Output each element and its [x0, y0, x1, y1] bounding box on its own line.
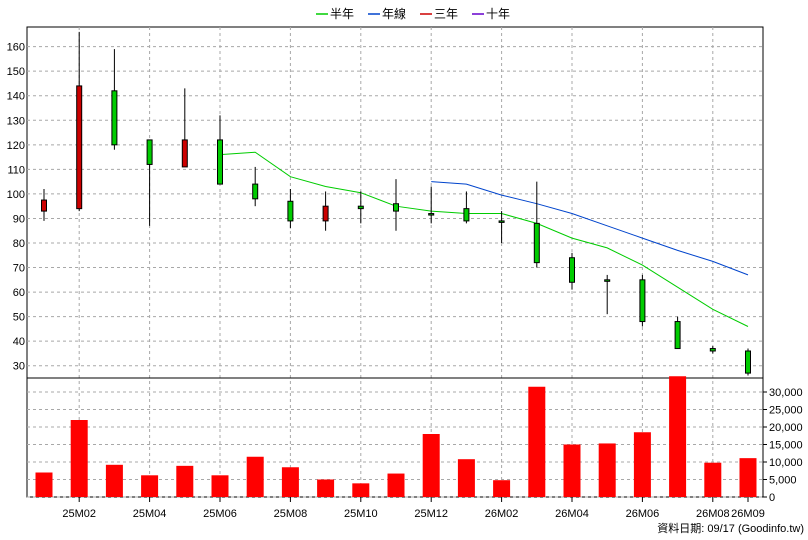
- x-tick-label: 25M10: [344, 508, 378, 520]
- x-tick-label: 26M09: [731, 508, 765, 520]
- candle-body: [745, 350, 751, 374]
- price-tick-label: 40: [13, 336, 25, 348]
- volume-panel: 0 5,000 10,000 15,000 20,000 25,000 30,000: [26, 376, 803, 504]
- volume-bar: [669, 376, 687, 497]
- moving-average-line: [431, 181, 749, 276]
- candle-body: [217, 139, 223, 185]
- legend-entry-label: 年線: [382, 6, 406, 21]
- x-tick-label: 25M02: [62, 508, 96, 520]
- volume-tick-label: 15,000: [769, 440, 803, 452]
- candle-body: [674, 321, 681, 350]
- price-tick-label: 50: [13, 312, 25, 324]
- volume-bar: [70, 420, 88, 497]
- price-panel: 30 40 50 60 70 80 90 100 110 120 130 140 150 160: [7, 26, 764, 497]
- candle-body: [287, 200, 294, 222]
- volume-bar: [704, 462, 722, 497]
- candle-body: [111, 90, 118, 146]
- x-tick-label: 26M06: [626, 508, 660, 520]
- price-frame: [26, 26, 764, 379]
- volume-bar: [493, 480, 511, 497]
- price-tick-label: 30: [13, 361, 25, 373]
- candle-body: [498, 220, 505, 223]
- x-tick-label: 25M08: [274, 508, 308, 520]
- price-tick-label: 60: [13, 287, 25, 299]
- candle-body: [41, 199, 47, 212]
- price-tick-label: 160: [7, 42, 25, 54]
- candle-body: [76, 85, 83, 210]
- volume-bar: [105, 464, 123, 497]
- volume-bar: [387, 473, 405, 497]
- candle-body: [709, 348, 716, 352]
- volume-tick-label: 20,000: [769, 422, 803, 434]
- volume-bar: [457, 459, 475, 497]
- volume-tick-label: 5,000: [769, 475, 797, 487]
- candle-body: [393, 203, 399, 212]
- volume-bar: [317, 479, 335, 497]
- candle-body: [181, 139, 188, 168]
- candle-body: [357, 205, 364, 210]
- volume-bar: [281, 467, 299, 497]
- volume-bar: [739, 458, 757, 497]
- volume-bar: [141, 475, 159, 497]
- volume-tick-label: 0: [769, 492, 775, 504]
- chart-legend: 半年 年線 三年 十年: [316, 6, 510, 21]
- data-date-credit: 資料日期: 09/17 (Goodinfo.tw): [657, 521, 804, 535]
- x-tick-label: 26M02: [485, 508, 519, 520]
- legend-entry-label: 半年: [330, 7, 354, 21]
- price-tick-label: 110: [7, 164, 25, 176]
- volume-tick-label: 25,000: [769, 405, 803, 417]
- volume-bar: [598, 443, 616, 497]
- price-tick-label: 100: [7, 189, 25, 201]
- legend-entry-label: 十年: [486, 7, 510, 21]
- candle-body: [146, 139, 153, 165]
- volume-bar: [633, 432, 651, 497]
- volume-bar: [352, 483, 370, 497]
- volume-bar: [211, 475, 229, 497]
- x-tick-label: 26M08: [696, 508, 730, 520]
- candle-body: [604, 279, 611, 282]
- candle-body: [533, 222, 540, 264]
- candle-body: [569, 257, 575, 283]
- price-tick-label: 130: [7, 115, 25, 127]
- volume-bar: [563, 444, 581, 497]
- legend-entry-label: 三年: [434, 7, 458, 21]
- price-tick-label: 120: [7, 140, 25, 152]
- x-axis: 25M02 25M04 25M06 25M08 25M10 25M12 26M02 26M04…: [62, 497, 765, 520]
- x-tick-label: 25M04: [133, 508, 167, 520]
- price-tick-label: 150: [7, 66, 25, 78]
- volume-bar: [246, 456, 264, 497]
- candle-body: [463, 208, 470, 222]
- candle-body: [322, 205, 329, 222]
- x-tick-label: 25M06: [203, 508, 237, 520]
- volume-bar: [176, 465, 194, 497]
- price-tick-label: 140: [7, 91, 25, 103]
- candle-body: [639, 279, 646, 323]
- volume-bar: [422, 434, 440, 497]
- volume-tick-label: 10,000: [769, 457, 803, 469]
- candle-body: [428, 213, 435, 216]
- moving-average-line: [219, 151, 749, 327]
- volume-bar: [528, 386, 546, 497]
- x-tick-label: 26M04: [555, 508, 589, 520]
- volume-bar: [35, 472, 53, 497]
- price-tick-label: 90: [13, 213, 25, 225]
- price-tick-label: 70: [13, 263, 25, 275]
- volume-tick-label: 30,000: [769, 387, 803, 399]
- candle-body: [252, 183, 259, 200]
- x-tick-label: 25M12: [414, 508, 448, 520]
- price-tick-label: 80: [13, 238, 25, 250]
